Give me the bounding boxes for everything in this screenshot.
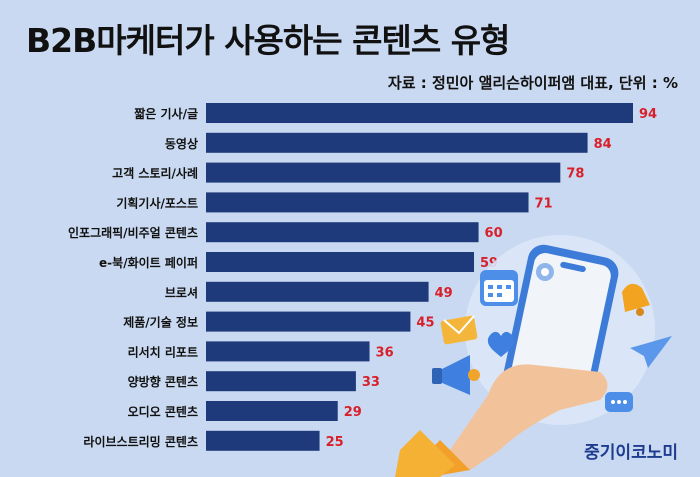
bars-group: 짧은 기사/글 94 동영상 84 고객 스토리/사례 78 기획기사/포스트 71 인포그래픽… <box>68 103 657 451</box>
bar <box>206 281 429 302</box>
heart-icon <box>487 331 515 357</box>
value-label: 36 <box>376 345 394 360</box>
category-label: 제품/기술 정보 <box>123 315 198 330</box>
value-label: 45 <box>416 316 434 331</box>
bar <box>206 371 356 392</box>
category-label: 동영상 <box>165 136 198 151</box>
bar <box>206 311 411 332</box>
category-label: 리서치 리포트 <box>128 344 198 359</box>
bar <box>206 103 633 123</box>
category-label: 오디오 콘텐츠 <box>128 404 198 419</box>
gear-icon <box>536 263 554 281</box>
paper-plane-icon <box>630 336 672 368</box>
source-note: 자료 : 정민아 앨리슨하이퍼앰 대표, 단위 : % <box>387 74 678 92</box>
value-label: 25 <box>326 435 344 450</box>
bar <box>206 430 320 451</box>
bar <box>206 252 475 272</box>
smartphone-illustration <box>395 235 672 477</box>
value-label: 33 <box>362 375 380 390</box>
category-label: 기획기사/포스트 <box>116 195 198 210</box>
chart-title: B2B마케터가 사용하는 콘텐츠 유형 <box>26 21 510 60</box>
bell-icon <box>622 283 650 316</box>
envelope-icon <box>440 315 478 345</box>
value-label: 94 <box>639 107 657 122</box>
bar <box>206 162 561 183</box>
category-label: 인포그래픽/비주얼 콘텐츠 <box>68 225 198 240</box>
bar <box>206 192 529 213</box>
value-label: 71 <box>535 196 553 211</box>
value-label: 78 <box>566 167 584 182</box>
value-label: 60 <box>485 226 503 241</box>
bar <box>206 401 338 421</box>
brand-logo-text: 중기이코노미 <box>584 443 678 463</box>
bar <box>206 132 588 153</box>
category-label: 짧은 기사/글 <box>134 106 198 121</box>
calendar-icon <box>480 270 518 306</box>
chat-bubble-icon <box>605 392 633 412</box>
value-label: 29 <box>344 405 362 420</box>
bar <box>206 222 479 243</box>
bar <box>206 341 370 362</box>
category-label: e-북/화이트 페이퍼 <box>99 255 198 270</box>
value-label: 49 <box>435 286 453 301</box>
category-label: 고객 스토리/사례 <box>112 166 198 181</box>
category-label: 양방향 콘텐츠 <box>128 374 198 389</box>
category-label: 브로셔 <box>165 286 198 300</box>
megaphone-icon <box>432 355 480 395</box>
value-label: 84 <box>594 137 612 152</box>
category-label: 라이브스트리밍 콘텐츠 <box>83 434 198 449</box>
